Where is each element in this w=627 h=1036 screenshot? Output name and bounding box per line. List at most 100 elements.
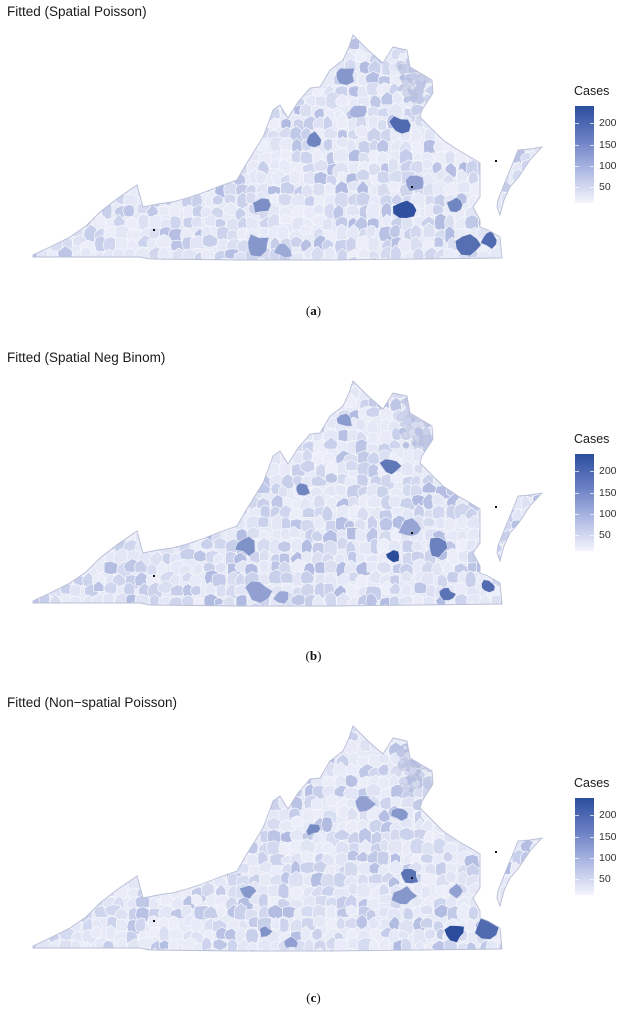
point-marker xyxy=(495,851,497,853)
legend-tick xyxy=(590,858,594,860)
legend-tick xyxy=(575,186,579,188)
legend-label: 200 xyxy=(599,117,617,130)
legend-tick xyxy=(590,878,594,880)
figure-caption: (b) xyxy=(0,648,627,664)
map-region xyxy=(238,884,258,900)
caption-letter: b xyxy=(309,648,318,663)
legend-label: 150 xyxy=(599,830,617,843)
legend-tick xyxy=(590,123,594,125)
caption-paren-close: ) xyxy=(316,303,322,318)
state-outline xyxy=(32,725,503,952)
state-outline xyxy=(32,380,503,607)
legend-label: 100 xyxy=(599,160,617,173)
state-outline xyxy=(496,837,544,908)
legend-tick xyxy=(575,144,579,146)
map-panel-c: Fitted (Non−spatial Poisson) Cases 200 15… xyxy=(0,691,627,1036)
color-legend: Cases 200 150 100 50 xyxy=(574,432,626,552)
legend-label: 100 xyxy=(599,508,617,521)
map-region xyxy=(392,199,417,219)
legend-colorbar xyxy=(575,106,594,203)
panel-title: Fitted (Spatial Neg Binom) xyxy=(7,350,166,365)
color-legend: Cases 200 150 100 50 xyxy=(574,84,626,204)
caption-paren-open: ( xyxy=(305,303,311,318)
legend-tick xyxy=(575,471,579,473)
map-region xyxy=(305,130,322,148)
map-region xyxy=(336,413,353,427)
map-region xyxy=(234,535,256,557)
caption-letter: a xyxy=(310,303,317,318)
state-outline xyxy=(32,34,503,261)
map-region xyxy=(348,105,368,119)
map-panel-b: Fitted (Spatial Neg Binom) Cases 200 150 1… xyxy=(0,346,627,691)
panel-title: Fitted (Non−spatial Poisson) xyxy=(7,695,177,710)
legend-tick xyxy=(590,836,594,838)
point-marker xyxy=(411,877,413,879)
map-region xyxy=(273,242,293,259)
map-region xyxy=(443,925,465,944)
map-region xyxy=(385,549,400,563)
choropleth-map xyxy=(32,380,544,607)
map-region xyxy=(378,458,403,475)
legend-label: 200 xyxy=(599,465,617,478)
legend-title: Cases xyxy=(574,432,610,446)
map-region xyxy=(283,935,299,949)
legend-tick xyxy=(575,123,579,125)
caption-paren-open: ( xyxy=(306,990,311,1005)
map-region xyxy=(397,517,422,537)
map-region xyxy=(244,580,273,604)
point-marker xyxy=(411,186,413,188)
legend-tick xyxy=(575,878,579,880)
legend-label: 150 xyxy=(599,138,617,151)
map-region xyxy=(448,883,464,900)
point-marker xyxy=(153,229,155,231)
map-region xyxy=(252,197,272,214)
legend-title: Cases xyxy=(574,84,610,98)
map-region xyxy=(400,868,420,884)
map-region xyxy=(481,579,496,593)
legend-label: 50 xyxy=(599,180,611,193)
map-panel-a: Fitted (Spatial Poisson) Cases 200 150 100… xyxy=(0,0,627,345)
point-marker xyxy=(153,575,155,577)
figure-caption: (a) xyxy=(0,303,627,319)
map-region xyxy=(295,482,311,497)
legend-tick xyxy=(575,815,579,817)
map-region xyxy=(272,590,289,605)
color-legend: Cases 200 150 100 50 xyxy=(574,776,626,896)
caption-letter: c xyxy=(310,990,317,1005)
map-region xyxy=(405,174,425,192)
legend-tick xyxy=(575,858,579,860)
legend-tick xyxy=(590,186,594,188)
map-region xyxy=(354,795,378,813)
choropleth-map xyxy=(32,725,544,952)
legend-colorbar xyxy=(575,798,594,895)
caption-paren-close: ) xyxy=(317,648,322,663)
map-region xyxy=(454,233,482,257)
choropleth-map xyxy=(32,34,544,261)
map-region xyxy=(390,885,419,905)
legend-tick xyxy=(575,534,579,536)
state-outline xyxy=(496,492,544,563)
legend-tick xyxy=(590,492,594,494)
point-marker xyxy=(495,160,497,162)
legend-colorbar xyxy=(575,454,594,551)
legend-title: Cases xyxy=(574,776,610,790)
legend-label: 50 xyxy=(599,872,611,885)
legend-label: 100 xyxy=(599,852,617,865)
point-marker xyxy=(411,532,413,534)
legend-tick xyxy=(590,815,594,817)
legend-tick xyxy=(590,534,594,536)
map-region xyxy=(428,536,449,559)
caption-paren-close: ) xyxy=(316,990,321,1005)
caption-paren-open: ( xyxy=(305,648,310,663)
map-region xyxy=(247,233,270,258)
map-region xyxy=(388,115,412,135)
figure-caption: (c) xyxy=(0,990,627,1006)
legend-label: 50 xyxy=(599,528,611,541)
legend-tick xyxy=(590,144,594,146)
legend-tick xyxy=(575,514,579,516)
legend-label: 200 xyxy=(599,809,617,822)
map-region xyxy=(438,587,457,601)
point-marker xyxy=(495,506,497,508)
state-outline xyxy=(496,146,544,217)
legend-tick xyxy=(590,514,594,516)
